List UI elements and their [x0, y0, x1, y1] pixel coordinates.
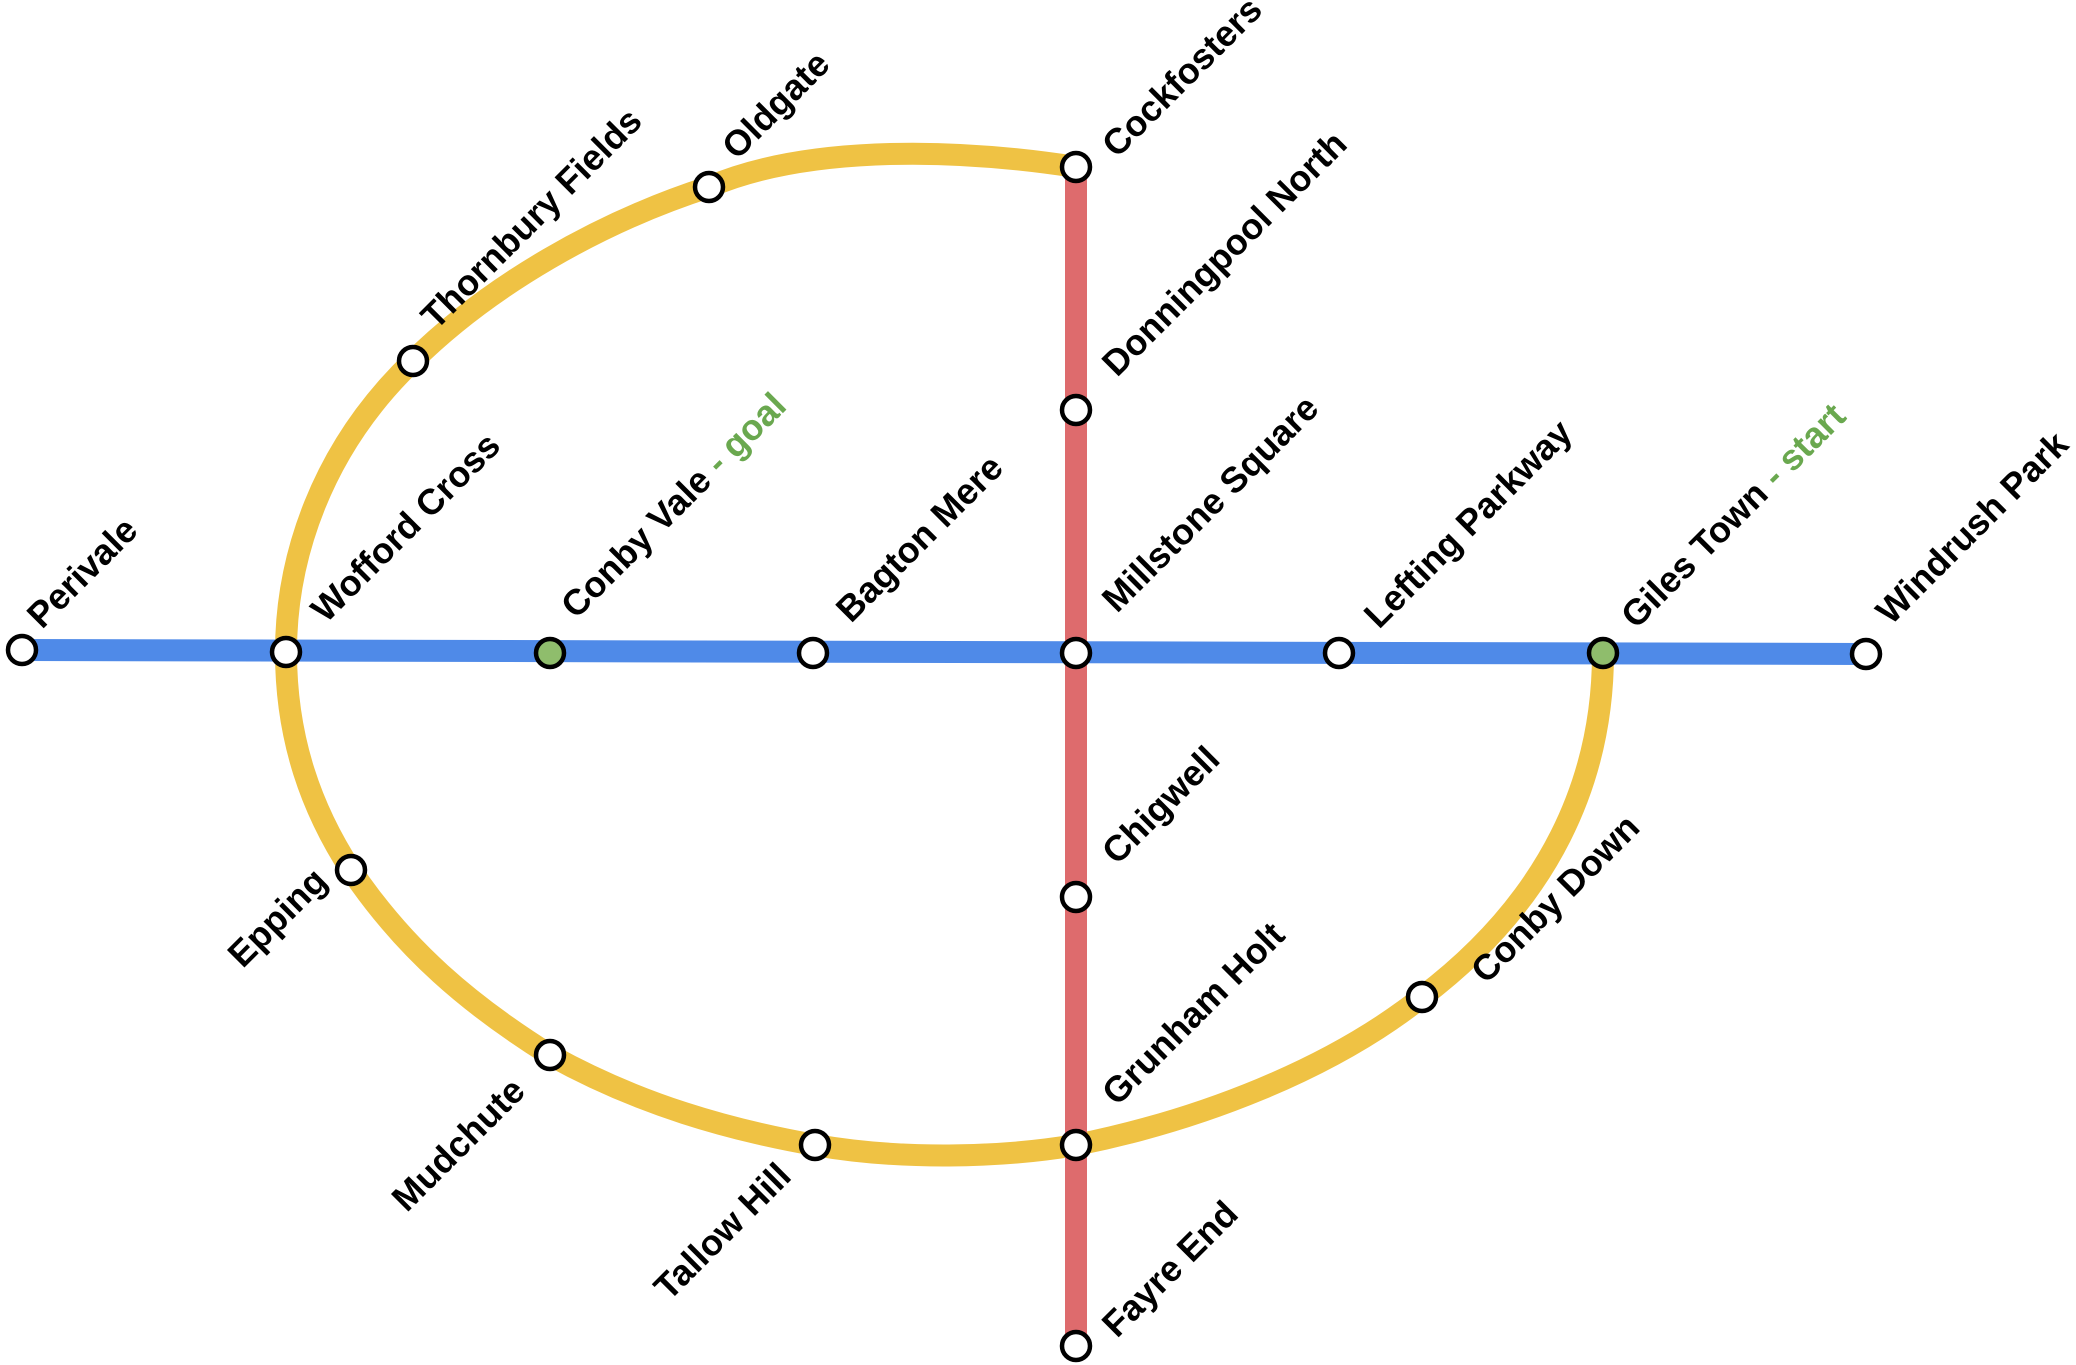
station-mudchute-label: Mudchute [383, 1070, 532, 1219]
station-windrush-park-marker[interactable] [1849, 637, 1883, 671]
station-oldgate-label: Oldgate [714, 43, 838, 167]
station-bagton-mere-label: Bagton Mere [828, 446, 1011, 629]
station-fayre-end-marker[interactable] [1059, 1329, 1093, 1363]
station-bagton-mere-marker[interactable] [796, 636, 830, 670]
station-cockfosters-marker[interactable] [1059, 150, 1093, 184]
station-role-tag: - goal [690, 384, 794, 488]
station-donningpool-north-marker[interactable] [1059, 393, 1093, 427]
station-name: Fayre End [1094, 1193, 1246, 1345]
station-name: Perivale [19, 509, 146, 636]
station-giles-town-marker[interactable] [1586, 636, 1620, 670]
station-millstone-square-marker[interactable] [1059, 636, 1093, 670]
station-lefting-parkway-marker[interactable] [1322, 636, 1356, 670]
station-conby-down-marker[interactable] [1405, 980, 1439, 1014]
station-name: Oldgate [714, 43, 838, 167]
station-perivale-label: Perivale [19, 509, 146, 636]
lines-layer [21, 142, 1867, 1346]
station-grunham-holt-marker[interactable] [1059, 1128, 1093, 1162]
station-name: Bagton Mere [828, 446, 1011, 629]
station-fayre-end-label: Fayre End [1094, 1193, 1246, 1345]
station-name: Chigwell [1094, 738, 1228, 872]
station-chigwell-marker[interactable] [1059, 880, 1093, 914]
station-cockfosters-label: Cockfosters [1094, 0, 1270, 165]
station-conby-vale-marker[interactable] [533, 636, 567, 670]
station-name: Tallow Hill [646, 1155, 799, 1308]
station-name: Epping [219, 860, 334, 975]
station-conby-vale-label: Conby Vale - goal [553, 384, 794, 625]
station-perivale-marker[interactable] [5, 633, 39, 667]
yellow-line [274, 142, 1614, 1167]
station-name: Giles Town [1613, 473, 1776, 636]
station-oldgate-marker[interactable] [692, 170, 726, 204]
station-windrush-park-label: Windrush Park [1868, 423, 2076, 632]
station-giles-town-label: Giles Town - start [1613, 395, 1854, 636]
blue-line [21, 639, 1867, 665]
station-thornbury-fields-marker[interactable] [396, 344, 430, 378]
station-tallow-hill-label: Tallow Hill [646, 1155, 799, 1308]
station-name: Donningpool North [1094, 123, 1355, 384]
station-mudchute-marker[interactable] [533, 1038, 567, 1072]
station-tallow-hill-marker[interactable] [798, 1128, 832, 1162]
station-epping-label: Epping [219, 860, 334, 975]
station-chigwell-label: Chigwell [1094, 738, 1228, 872]
station-name: Windrush Park [1868, 423, 2076, 632]
station-epping-marker[interactable] [334, 853, 368, 887]
station-name: Lefting Parkway [1356, 411, 1580, 635]
station-lefting-parkway-label: Lefting Parkway [1356, 411, 1580, 635]
station-name: Cockfosters [1094, 0, 1270, 165]
stations-layer [5, 150, 1883, 1363]
station-wofford-cross-marker[interactable] [269, 635, 303, 669]
station-name: Mudchute [383, 1070, 532, 1219]
station-millstone-square-label: Millstone Square [1094, 387, 1327, 620]
station-role-tag: - start [1747, 395, 1854, 502]
station-name: Millstone Square [1094, 387, 1327, 620]
station-donningpool-north-label: Donningpool North [1094, 123, 1355, 384]
station-name: Conby Vale [553, 459, 719, 625]
